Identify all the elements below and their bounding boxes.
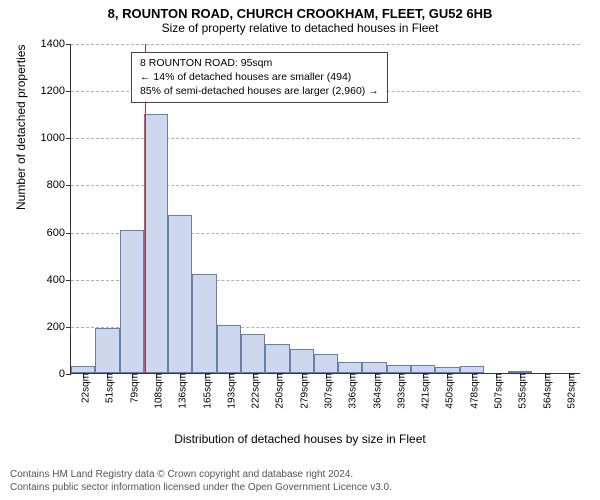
xtick-label: 592sqm (560, 373, 577, 409)
xtick-label: 222sqm (245, 373, 262, 409)
histogram-bar (362, 362, 386, 373)
histogram-bar (314, 354, 338, 373)
footer-attribution: Contains HM Land Registry data © Crown c… (10, 468, 392, 494)
xtick-label: 108sqm (148, 373, 165, 409)
histogram-bar (411, 365, 435, 373)
y-axis-label: Number of detached properties (14, 45, 28, 210)
ytick-label: 1000 (41, 132, 71, 144)
histogram-bar (168, 215, 192, 373)
xtick-label: 165sqm (196, 373, 213, 409)
annotation-line: ← 14% of detached houses are smaller (49… (140, 70, 379, 84)
histogram-bar (265, 344, 289, 373)
ytick-label: 1200 (41, 85, 71, 97)
xtick-label: 507sqm (488, 373, 505, 409)
ytick-label: 800 (47, 179, 71, 191)
xtick-label: 307sqm (318, 373, 335, 409)
footer-line: Contains HM Land Registry data © Crown c… (10, 468, 392, 481)
histogram-chart: 8, ROUNTON ROAD, CHURCH CROOKHAM, FLEET,… (0, 0, 600, 500)
histogram-bar (460, 366, 484, 373)
xtick-label: 22sqm (75, 373, 92, 403)
ytick-label: 1400 (41, 38, 71, 50)
plot-area: 020040060080010001200140022sqm51sqm79sqm… (70, 44, 580, 374)
histogram-bar (144, 114, 168, 373)
annotation-line: 85% of semi-detached houses are larger (… (140, 84, 379, 98)
xtick-label: 136sqm (172, 373, 189, 409)
xtick-label: 51sqm (99, 373, 116, 403)
xtick-label: 364sqm (366, 373, 383, 409)
xtick-label: 450sqm (439, 373, 456, 409)
histogram-bar (241, 334, 265, 373)
annotation-line: 8 ROUNTON ROAD: 95sqm (140, 56, 379, 70)
xtick-label: 336sqm (342, 373, 359, 409)
xtick-label: 393sqm (390, 373, 407, 409)
xtick-label: 193sqm (220, 373, 237, 409)
x-axis-label: Distribution of detached houses by size … (0, 432, 600, 446)
annotation-box: 8 ROUNTON ROAD: 95sqm ← 14% of detached … (131, 52, 388, 103)
xtick-label: 279sqm (293, 373, 310, 409)
ytick-label: 0 (59, 368, 71, 380)
xtick-label: 478sqm (463, 373, 480, 409)
chart-title: 8, ROUNTON ROAD, CHURCH CROOKHAM, FLEET,… (0, 0, 600, 21)
grid-line (71, 44, 580, 45)
chart-subtitle: Size of property relative to detached ho… (0, 21, 600, 39)
histogram-bar (338, 362, 362, 373)
xtick-label: 564sqm (536, 373, 553, 409)
xtick-label: 535sqm (512, 373, 529, 409)
ytick-label: 400 (47, 274, 71, 286)
histogram-bar (290, 349, 314, 373)
histogram-bar (217, 325, 241, 373)
xtick-label: 421sqm (415, 373, 432, 409)
histogram-bar (95, 328, 119, 373)
xtick-label: 250sqm (269, 373, 286, 409)
histogram-bar (387, 365, 411, 373)
ytick-label: 200 (47, 321, 71, 333)
histogram-bar (192, 274, 216, 373)
histogram-bar (120, 230, 144, 373)
ytick-label: 600 (47, 227, 71, 239)
histogram-bar (71, 366, 95, 373)
xtick-label: 79sqm (123, 373, 140, 403)
footer-line: Contains public sector information licen… (10, 481, 392, 494)
